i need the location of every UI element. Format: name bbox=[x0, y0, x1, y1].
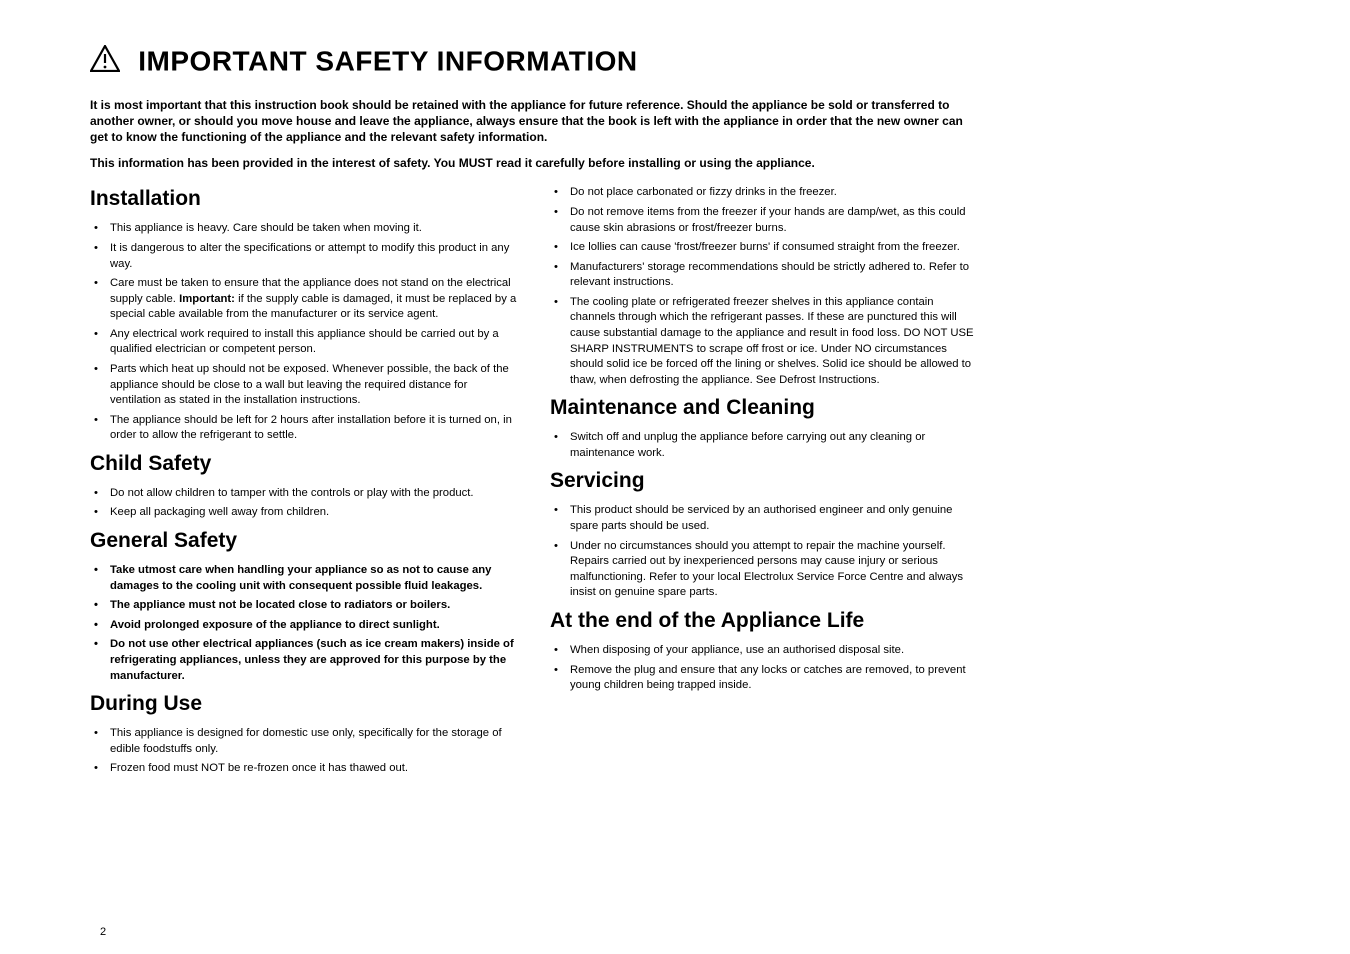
list-item: Take utmost care when handling your appl… bbox=[90, 563, 520, 594]
page-number: 2 bbox=[100, 926, 106, 938]
right-column: Do not place carbonated or fizzy drinks … bbox=[550, 185, 980, 784]
intro-paragraph-2: This information has been provided in th… bbox=[90, 155, 980, 171]
list-item: Keep all packaging well away from childr… bbox=[90, 505, 520, 521]
list-item: The appliance should be left for 2 hours… bbox=[90, 413, 520, 444]
list-item: This product should be serviced by an au… bbox=[550, 503, 980, 534]
list-item: Do not place carbonated or fizzy drinks … bbox=[550, 185, 980, 201]
list-item: Do not use other electrical appliances (… bbox=[90, 637, 520, 684]
two-column-layout: Installation This appliance is heavy. Ca… bbox=[90, 185, 1110, 784]
list-item: Under no circumstances should you attemp… bbox=[550, 539, 980, 601]
installation-heading: Installation bbox=[90, 187, 520, 211]
end-of-life-list: When disposing of your appliance, use an… bbox=[550, 643, 980, 694]
child-safety-list: Do not allow children to tamper with the… bbox=[90, 486, 520, 521]
general-safety-list: Take utmost care when handling your appl… bbox=[90, 563, 520, 684]
list-item: Do not remove items from the freezer if … bbox=[550, 205, 980, 236]
list-item: Ice lollies can cause 'frost/freezer bur… bbox=[550, 240, 980, 256]
servicing-list: This product should be serviced by an au… bbox=[550, 503, 980, 600]
list-item: Parts which heat up should not be expose… bbox=[90, 362, 520, 409]
list-item: This appliance is heavy. Care should be … bbox=[90, 221, 520, 237]
maintenance-heading: Maintenance and Cleaning bbox=[550, 396, 980, 420]
warning-icon bbox=[90, 45, 120, 79]
intro-paragraph-1: It is most important that this instructi… bbox=[90, 97, 980, 146]
servicing-heading: Servicing bbox=[550, 469, 980, 493]
during-use-list-cont: Do not place carbonated or fizzy drinks … bbox=[550, 185, 980, 388]
end-of-life-heading: At the end of the Appliance Life bbox=[550, 609, 980, 633]
list-item: Care must be taken to ensure that the ap… bbox=[90, 276, 520, 323]
list-item: This appliance is designed for domestic … bbox=[90, 726, 520, 757]
list-item: When disposing of your appliance, use an… bbox=[550, 643, 980, 659]
list-item: Switch off and unplug the appliance befo… bbox=[550, 430, 980, 461]
page-title: IMPORTANT SAFETY INFORMATION bbox=[90, 44, 1110, 79]
list-item: Avoid prolonged exposure of the applianc… bbox=[90, 618, 520, 634]
list-item: The appliance must not be located close … bbox=[90, 598, 520, 614]
list-item: Any electrical work required to install … bbox=[90, 327, 520, 358]
list-item: Remove the plug and ensure that any lock… bbox=[550, 663, 980, 694]
installation-list: This appliance is heavy. Care should be … bbox=[90, 221, 520, 444]
page-content: IMPORTANT SAFETY INFORMATION It is most … bbox=[90, 44, 1110, 785]
intro-block: It is most important that this instructi… bbox=[90, 97, 980, 172]
title-text: IMPORTANT SAFETY INFORMATION bbox=[138, 46, 637, 77]
list-item: It is dangerous to alter the specificati… bbox=[90, 241, 520, 272]
list-item: Manufacturers' storage recommendations s… bbox=[550, 260, 980, 291]
list-item: Do not allow children to tamper with the… bbox=[90, 486, 520, 502]
list-item: Frozen food must NOT be re-frozen once i… bbox=[90, 761, 520, 777]
maintenance-list: Switch off and unplug the appliance befo… bbox=[550, 430, 980, 461]
left-column: Installation This appliance is heavy. Ca… bbox=[90, 185, 520, 784]
during-use-heading: During Use bbox=[90, 692, 520, 716]
child-safety-heading: Child Safety bbox=[90, 452, 520, 476]
during-use-list: This appliance is designed for domestic … bbox=[90, 726, 520, 777]
list-item: The cooling plate or refrigerated freeze… bbox=[550, 295, 980, 388]
general-safety-heading: General Safety bbox=[90, 529, 520, 553]
